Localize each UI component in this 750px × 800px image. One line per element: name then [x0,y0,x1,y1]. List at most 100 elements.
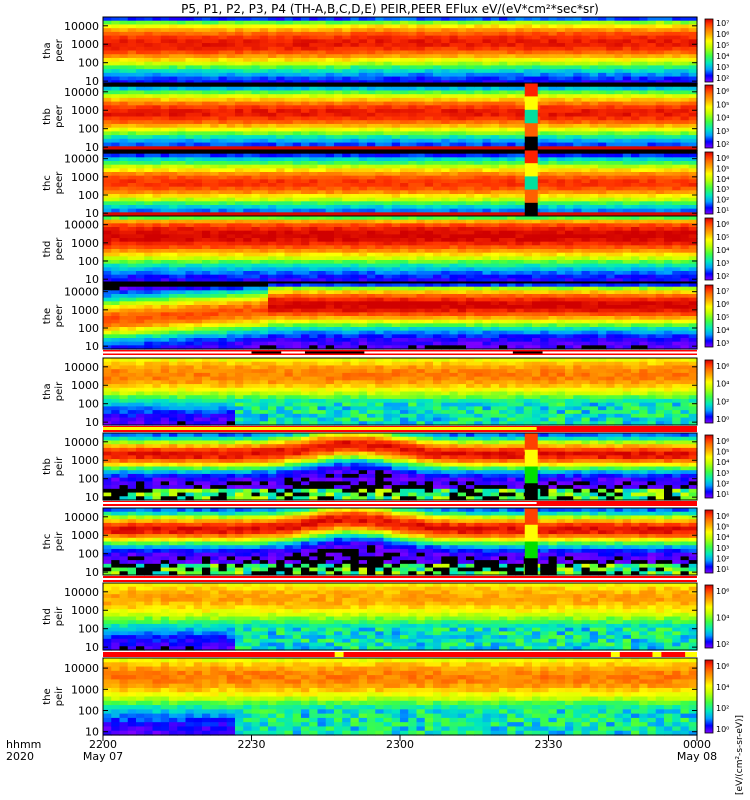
spectrogram-cell [276,24,286,29]
spectrogram-cell [391,135,401,140]
spectrogram-cell [127,28,137,33]
spectrogram-cell [334,72,343,78]
spectrogram-cell [540,72,550,78]
spectrogram-cell [127,127,137,132]
spectrogram-cell [482,120,492,125]
spectrogram-cell [136,94,145,99]
spectrogram-cell [573,208,583,213]
spectrogram-cell [367,135,376,140]
spectrogram-cell [284,241,294,246]
spectrogram-cell [647,65,657,70]
spectrogram-cell [103,234,112,239]
spectrogram-cell [499,241,508,246]
spectrogram-cell [548,83,558,88]
spectrogram-cell [499,197,508,202]
spectrogram-cell [210,31,220,37]
spectrogram-cell [482,197,492,202]
spectrogram-cell [424,76,434,81]
spectrogram-cell [144,123,154,129]
spectrogram-cell [177,197,187,202]
spectrogram-cell [111,175,121,180]
spectrogram-cell [581,201,591,206]
spectrogram-cell [408,241,418,246]
spectrogram-cell [119,31,129,37]
spectrogram-cell [210,190,220,195]
spectrogram-cell [235,197,244,202]
spectrogram-cell [251,50,261,55]
spectrogram-cell [218,35,228,40]
spectrogram-cell [499,271,508,276]
spectrogram-cell [664,57,673,63]
spectrogram-cell [589,50,599,55]
spectrogram-cell [556,256,566,261]
spectrogram-cell [449,267,459,272]
spectrogram-cell [210,278,220,283]
spectrogram-cell [350,127,360,132]
spectrogram-cell [532,230,541,235]
spectrogram-cell [441,274,451,279]
spectrogram-cell [334,54,343,59]
spectrogram-cell [688,175,698,180]
spectrogram-cell [457,238,467,243]
spectrogram-cell [573,105,583,110]
spectrogram-cell [614,86,624,92]
spectrogram-cell [672,120,682,125]
spectrogram-cell [556,241,566,246]
spectrogram-cell [565,172,574,177]
spectrogram-cell [136,123,145,129]
spectrogram-cell [532,245,541,250]
spectrogram-cell [185,123,195,129]
spectrogram-cell [383,46,393,52]
spectrogram-cell [127,274,137,279]
spectrogram-cell [334,208,343,213]
spectrogram-cell [309,24,319,29]
spectrogram-cell [375,43,385,48]
spectrogram-cell [466,17,475,22]
spectrogram-cell [284,50,294,55]
spectrogram-cell [103,20,112,26]
spectrogram-cell [226,274,236,279]
spectrogram-cell [292,197,302,202]
spectrogram-cell [276,131,286,136]
spectrogram-cell [383,186,393,191]
spectrogram-cell [169,212,178,217]
spectrogram-cell [160,90,170,95]
spectrogram-cell [548,120,558,125]
spectrogram-cell [375,260,385,265]
spectrogram-cell [424,61,434,66]
spectrogram-cell [127,179,137,184]
spectrogram-cell [325,153,335,158]
spectrogram-cell [581,20,591,26]
spectrogram-cell [589,194,599,199]
spectrogram-cell [408,227,418,232]
spectrogram-cell [226,157,236,162]
spectrogram-cell [276,17,286,22]
spectrogram-cell [152,205,162,210]
spectrogram-cell [301,267,310,272]
spectrogram-cell [400,83,409,88]
spectrogram-cell [540,94,550,99]
spectrogram-cell [202,35,211,40]
spectrogram-cell [474,153,484,158]
spectrogram-cell [672,80,682,85]
spectrogram-cell [169,205,178,210]
spectrogram-cell [490,69,500,74]
spectrogram-cell [416,28,426,33]
spectrogram-cell [235,69,244,74]
spectrogram-cell [565,39,574,44]
spectrogram-cell [218,234,228,239]
spectrogram-cell [185,109,195,114]
spectrogram-cell [680,142,690,147]
spectrogram-cell [284,208,294,213]
spectrogram-cell [284,142,294,147]
spectrogram-cell [309,201,319,206]
spectrogram-cell [169,164,178,169]
spectrogram-cell [433,17,442,22]
spectrogram-cell [193,94,203,99]
spectrogram-cell [474,234,484,239]
spectrogram-cell [317,172,327,177]
spectrogram-cell [259,172,269,177]
spectrogram-cell [268,241,277,246]
spectrogram-cell [573,223,583,228]
spectrogram-cell [309,238,319,243]
